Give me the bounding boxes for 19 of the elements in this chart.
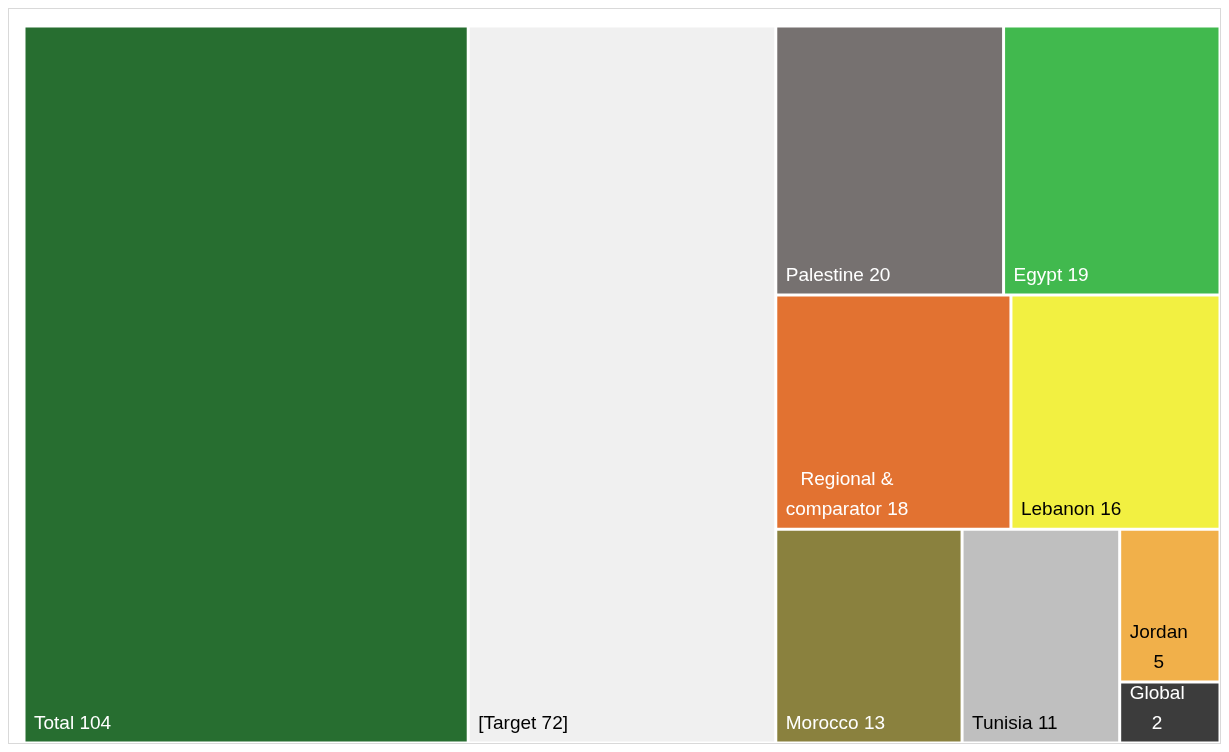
category-label: Jordan	[1129, 620, 1188, 642]
category-label: Total	[34, 712, 75, 733]
data-label: 19	[1067, 263, 1089, 285]
category-label: [Target	[478, 712, 538, 733]
data-label: 20	[869, 263, 891, 285]
data-label: 11	[1037, 712, 1058, 733]
data-label: 72]	[541, 712, 569, 733]
data-label: 18	[887, 498, 909, 520]
data-label: 2	[1151, 712, 1163, 733]
category-label: Egypt	[1013, 263, 1063, 285]
data-label: 16	[1100, 498, 1122, 520]
category-label: Tunisia	[972, 712, 1034, 733]
category-label: Global	[1129, 682, 1185, 703]
data-label: 13	[863, 712, 886, 733]
category-label: Morocco	[785, 712, 859, 733]
category-label: Palestine	[785, 263, 864, 285]
data-label: 104	[79, 712, 112, 733]
data-label: 5	[1153, 650, 1165, 672]
category-label: Lebanon	[1020, 498, 1095, 520]
